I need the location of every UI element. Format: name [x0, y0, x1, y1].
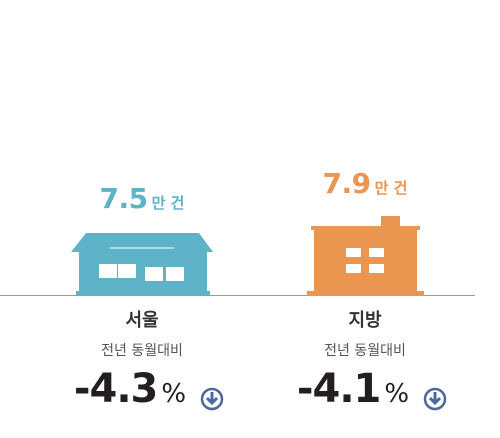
down-arrow-icon — [423, 387, 447, 411]
down-arrow-icon — [200, 387, 224, 411]
change-unit: % — [161, 379, 187, 409]
count: 7.9 만 건 — [265, 167, 465, 200]
change-unit: % — [384, 379, 410, 409]
count-value: 7.5 — [99, 182, 149, 215]
region: 지방 — [348, 310, 382, 331]
house-icon — [71, 233, 213, 296]
building-icon — [307, 216, 424, 296]
change-value: -4.3 — [73, 366, 158, 412]
count-unit: 만 건 — [374, 179, 408, 197]
region: 서울 — [125, 310, 159, 331]
subtitle: 전년 동월대비 — [101, 343, 183, 359]
change: -4.1 % — [253, 366, 453, 412]
count-value: 7.9 — [322, 167, 372, 200]
count: 7.5 만 건 — [42, 182, 242, 215]
change: -4.3 % — [30, 366, 230, 412]
subtitle: 전년 동월대비 — [324, 343, 406, 359]
change-value: -4.1 — [296, 366, 381, 412]
count-unit: 만 건 — [151, 194, 185, 212]
